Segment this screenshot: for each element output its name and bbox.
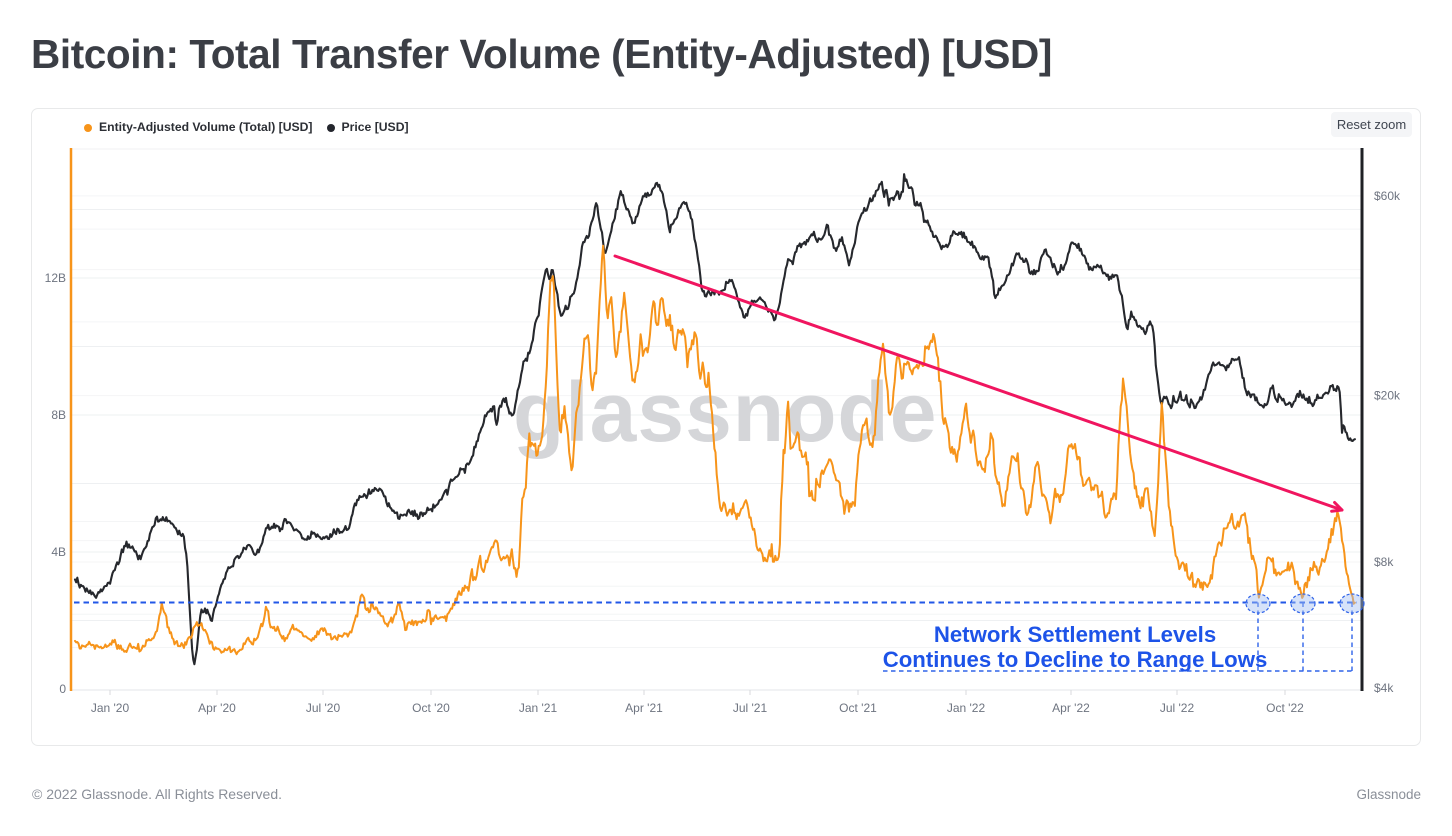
svg-text:4B: 4B bbox=[51, 545, 66, 559]
svg-text:$4k: $4k bbox=[1374, 681, 1394, 695]
svg-text:Jul '20: Jul '20 bbox=[306, 701, 341, 715]
svg-text:Oct '20: Oct '20 bbox=[412, 701, 450, 715]
svg-text:Apr '21: Apr '21 bbox=[625, 701, 663, 715]
svg-text:Apr '20: Apr '20 bbox=[198, 701, 236, 715]
svg-text:Jan '22: Jan '22 bbox=[947, 701, 986, 715]
svg-text:Oct '22: Oct '22 bbox=[1266, 701, 1304, 715]
svg-text:Apr '22: Apr '22 bbox=[1052, 701, 1090, 715]
svg-text:Jul '22: Jul '22 bbox=[1160, 701, 1195, 715]
svg-text:Jul '21: Jul '21 bbox=[733, 701, 768, 715]
svg-text:Jan '20: Jan '20 bbox=[91, 701, 130, 715]
svg-text:Jan '21: Jan '21 bbox=[519, 701, 558, 715]
svg-text:Oct '21: Oct '21 bbox=[839, 701, 877, 715]
svg-text:$20k: $20k bbox=[1374, 389, 1401, 403]
svg-text:glassnode: glassnode bbox=[513, 365, 937, 459]
svg-text:$8k: $8k bbox=[1374, 555, 1394, 569]
svg-text:$60k: $60k bbox=[1374, 189, 1401, 203]
svg-text:0: 0 bbox=[59, 682, 66, 696]
svg-text:8B: 8B bbox=[51, 408, 66, 422]
svg-text:12B: 12B bbox=[45, 271, 66, 285]
